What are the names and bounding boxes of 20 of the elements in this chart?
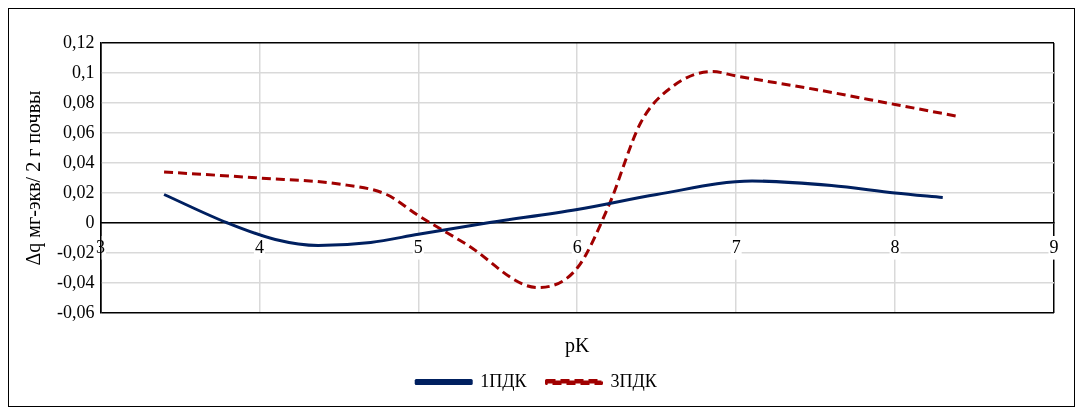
y-tick-label: 0,04 (62, 151, 95, 172)
y-tick-label: 0,06 (62, 121, 95, 142)
legend-label: 3ПДК (610, 370, 658, 391)
y-tick-label: -0,02 (56, 241, 95, 262)
x-tick-label: 6 (572, 236, 582, 257)
x-tick-label: 8 (890, 236, 900, 257)
x-tick-label: 5 (413, 236, 423, 257)
y-tick-label: 0,02 (62, 181, 95, 202)
y-tick-label: 0,08 (62, 91, 95, 112)
x-tick-label: 7 (731, 236, 741, 257)
x-axis-title: pK (565, 333, 591, 357)
y-tick-label: 0,12 (62, 31, 95, 52)
x-tick-label: 4 (254, 236, 264, 257)
y-tick-label: 0,1 (71, 61, 95, 82)
y-axis-title: Δq мг-экв/ 2 г почвы (22, 90, 46, 266)
y-tick-label: -0,06 (56, 301, 95, 322)
y-tick-label: -0,04 (56, 271, 95, 292)
legend-label: 1ПДК (480, 370, 528, 391)
y-tick-label: 0 (85, 211, 95, 232)
x-tick-label: 9 (1049, 236, 1059, 257)
